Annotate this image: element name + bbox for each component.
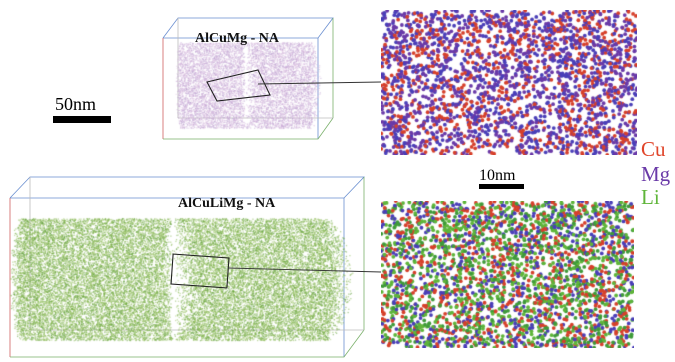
- top-zoom-point-cloud: [381, 10, 637, 155]
- top-selection-rectangle: [206, 69, 271, 102]
- bottom-sample-label: AlCuLiMg - NA: [178, 196, 276, 211]
- scale-bar-large: [53, 116, 111, 123]
- scale-bar-large-label: 50nm: [55, 94, 97, 114]
- bottom-zoom-point-cloud: [381, 201, 634, 348]
- legend-mg: Mg: [641, 162, 671, 186]
- bottom-connector-line: [227, 267, 382, 273]
- legend-cu: Cu: [641, 137, 666, 161]
- legend-li: Li: [641, 185, 660, 209]
- scale-bar-small-label: 10nm: [479, 167, 516, 184]
- top-connector-line: [257, 81, 382, 85]
- scale-bar-small: [479, 184, 524, 189]
- bottom-selection-rectangle: [170, 253, 230, 289]
- top-sample-label: AlCuMg - NA: [195, 31, 279, 46]
